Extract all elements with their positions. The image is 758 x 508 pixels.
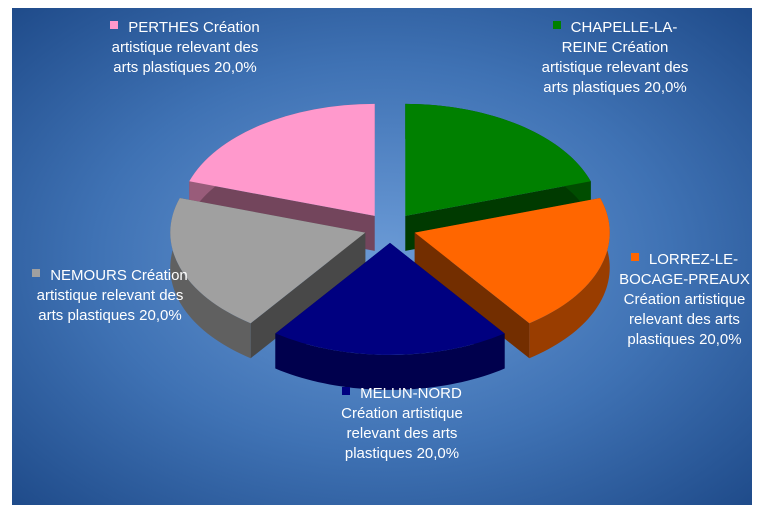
data-label: MELUN-NORD Création artistique relevant …: [322, 384, 482, 464]
data-label: PERTHES Création artistique relevant des…: [105, 18, 265, 78]
category-name: PERTHES: [128, 19, 199, 36]
series-name: Création artistique relevant des arts pl…: [341, 405, 463, 462]
data-label: LORREZ-LE-BOCAGE-PREAUX Création artisti…: [612, 250, 757, 350]
slice-wall: [170, 198, 251, 359]
value-label: 20,0%: [644, 79, 687, 96]
slice-wall: [529, 198, 610, 359]
pie-slice: [414, 198, 610, 324]
slice-side: [250, 232, 366, 359]
data-label: CHAPELLE-LA-REINE Création artistique re…: [535, 18, 695, 98]
series-name: Création artistique relevant des arts pl…: [111, 19, 260, 76]
legend-marker: [110, 21, 119, 29]
value-label: 20,0%: [139, 307, 182, 324]
series-name: Création artistique relevant des arts pl…: [36, 267, 188, 324]
series-name: Création artistique relevant des arts pl…: [541, 39, 689, 96]
pie-slice: [189, 103, 375, 216]
category-name: NEMOURS: [50, 267, 127, 284]
pie-slice: [170, 198, 366, 324]
value-label: 20,0%: [214, 59, 257, 76]
value-label: 20,0%: [699, 331, 742, 348]
data-label: NEMOURS Création artistique relevant des…: [30, 266, 190, 326]
pie-slice: [405, 103, 591, 216]
pie-slice: [275, 242, 505, 355]
slice-wall: [275, 333, 505, 390]
series-name: Création artistique relevant des arts pl…: [623, 291, 746, 348]
legend-marker: [342, 387, 351, 395]
value-label: 20,0%: [416, 445, 460, 462]
legend-marker: [32, 269, 41, 277]
category-name: MELUN-NORD: [360, 385, 462, 402]
legend-marker: [552, 21, 561, 29]
category-name: CHAPELLE-LA-REINE: [561, 19, 678, 56]
category-name: LORREZ-LE-BOCAGE-PREAUX: [619, 251, 750, 288]
slice-side: [414, 232, 530, 359]
legend-marker: [630, 253, 639, 261]
